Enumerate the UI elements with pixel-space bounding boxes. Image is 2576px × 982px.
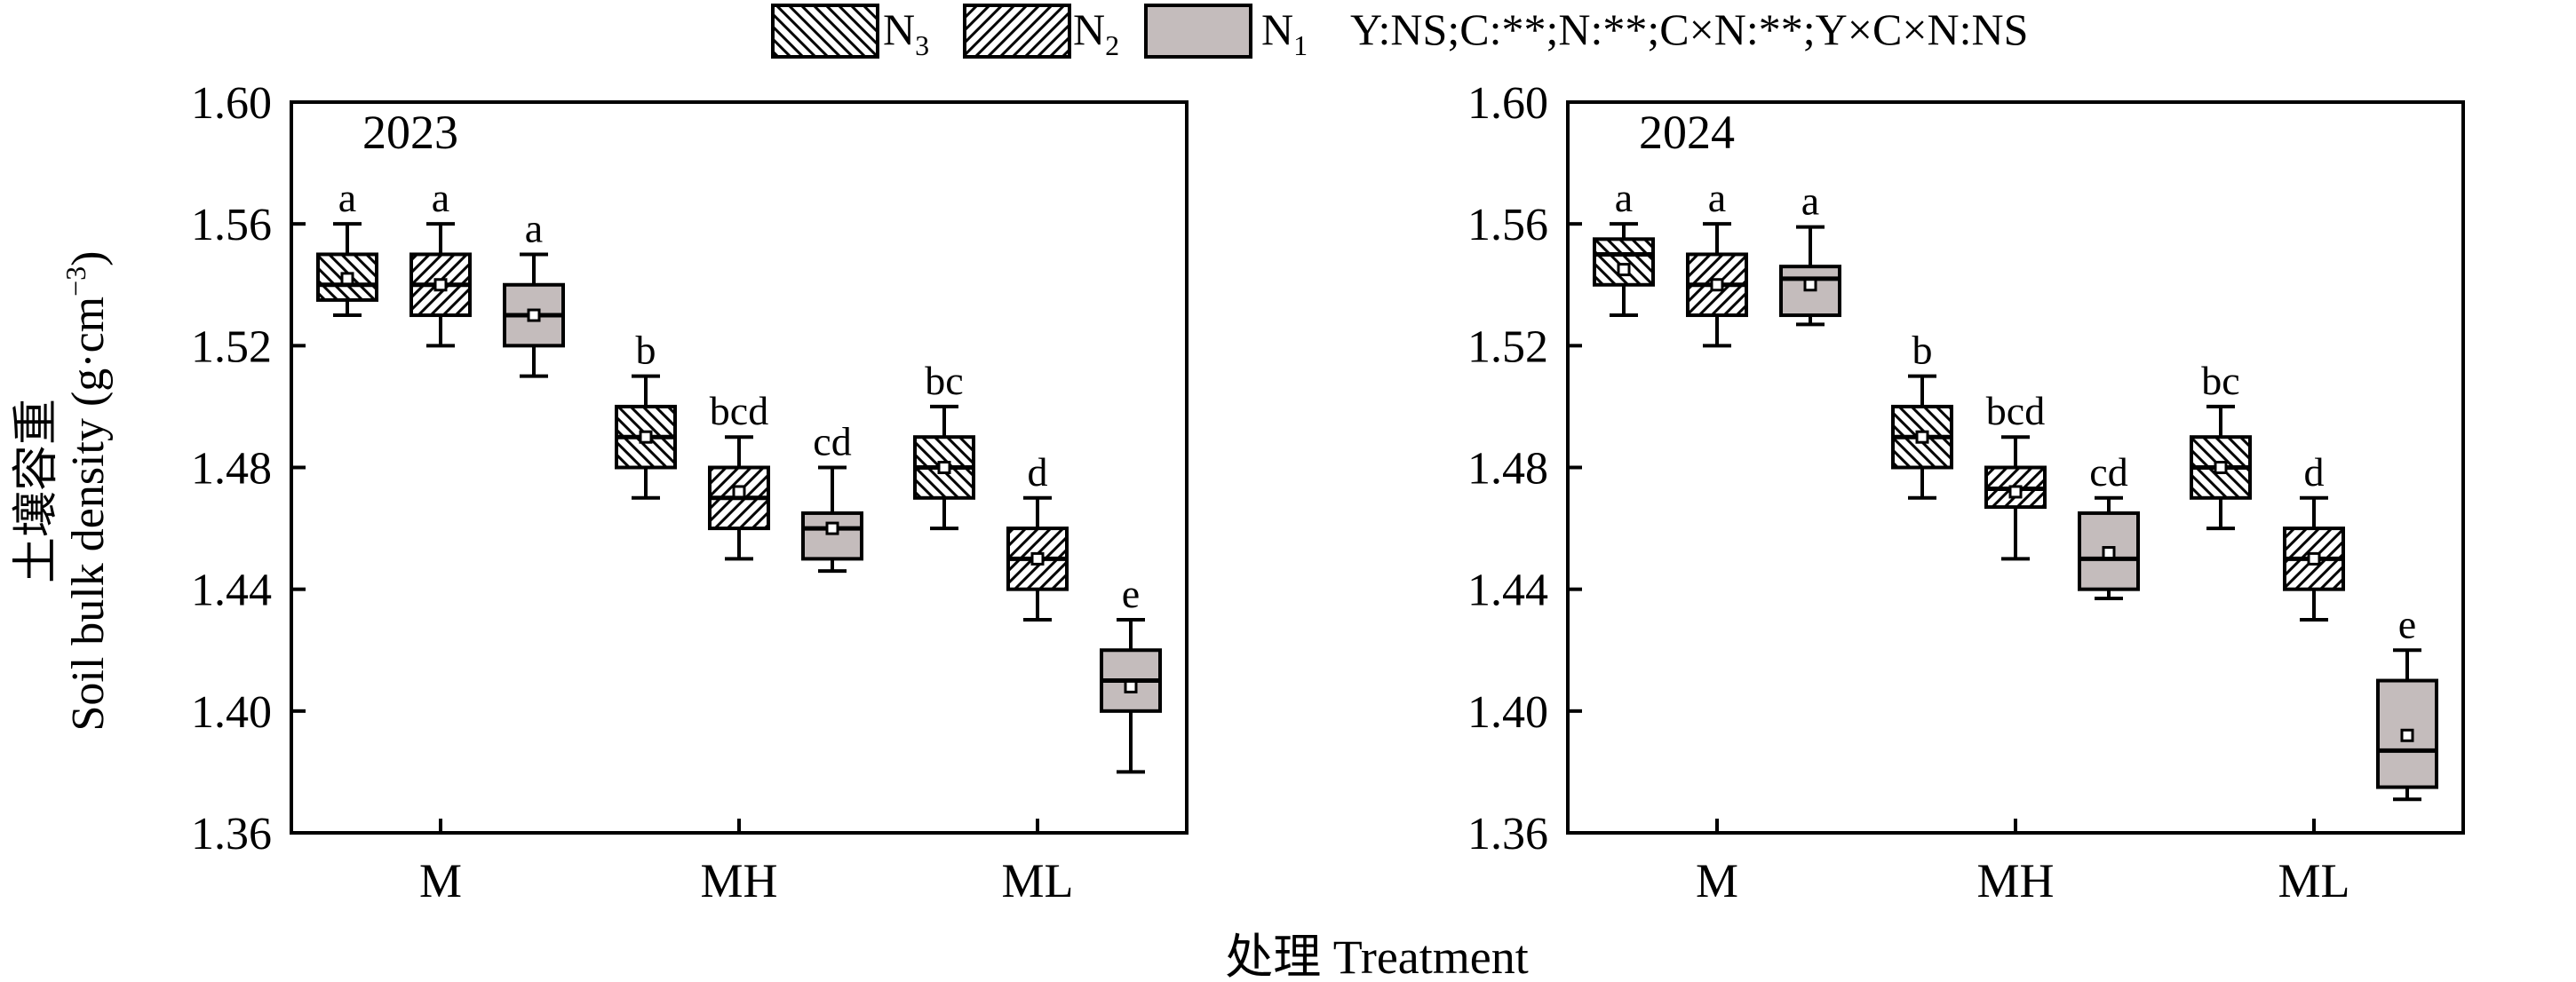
legend: N3 N2 N1 Y:NS;C:**;N:**;C×N:**;Y×C×N:NS — [771, 4, 2028, 61]
significance-label: a — [1801, 178, 1819, 224]
y-tick-label: 1.44 — [1467, 566, 1548, 616]
box-MH-N2: bcd — [1984, 388, 2047, 561]
significance-label: e — [2398, 601, 2416, 646]
legend-item-n2: N2 — [963, 4, 1119, 61]
box-M-N3: a — [1593, 175, 1655, 318]
x-tick-label: M — [419, 854, 462, 907]
mean-marker — [527, 308, 541, 322]
box-MH-N1: cd — [2078, 449, 2140, 600]
significance-label: e — [1122, 571, 1140, 616]
mean-marker — [1617, 263, 1631, 277]
mean-marker — [1915, 430, 1929, 444]
significance-label: bc — [2201, 358, 2239, 403]
mean-marker — [1124, 679, 1138, 693]
mean-marker — [1803, 278, 1817, 292]
y-tick-label: 1.36 — [1467, 809, 1548, 859]
significance-label: a — [1708, 175, 1726, 220]
box-ML-N2: d — [1006, 449, 1069, 622]
significance-label: cd — [2089, 449, 2127, 495]
legend-item-n3: N3 — [771, 4, 929, 61]
box-MH-N3: b — [615, 328, 677, 500]
y-tick-label: 1.44 — [191, 566, 272, 616]
significance-label: a — [525, 205, 543, 250]
box-M-N2: a — [409, 175, 472, 348]
mean-marker — [340, 272, 354, 286]
box-iqr — [1779, 265, 1841, 318]
box-ML-N2: d — [2283, 449, 2345, 622]
x-tick-label: ML — [1002, 854, 1074, 907]
box-MH-N1: cd — [801, 419, 863, 574]
mean-marker — [1710, 278, 1724, 292]
mean-marker — [732, 485, 746, 499]
legend-label-n2: N2 — [1073, 4, 1119, 61]
x-tick-label: ML — [2278, 854, 2350, 907]
panel-2024: 1.36 1.40 1.44 1.48 1.52 1.56 1.60 2024 M MH ML a a a… — [1467, 78, 2465, 907]
mean-marker — [2307, 551, 2321, 566]
box-MH-N3: b — [1891, 328, 1953, 500]
y-tick-label: 1.52 — [1467, 321, 1548, 372]
legend-item-n1: N1 — [1144, 4, 1308, 61]
mean-marker — [2214, 461, 2228, 474]
x-tick-label: MH — [700, 854, 777, 907]
significance-label: d — [1028, 449, 1048, 495]
y-tick-label: 1.60 — [191, 78, 272, 129]
y-tick-label: 1.40 — [191, 687, 272, 738]
box-iqr — [1593, 237, 1655, 287]
box-ML-N3: bc — [913, 358, 975, 531]
anova-stats-text: Y:NS;C:**;N:**;C×N:**;Y×C×N:NS — [1350, 4, 2028, 54]
mean-marker — [825, 521, 839, 535]
box-iqr — [801, 511, 863, 561]
legend-label-n3: N3 — [883, 4, 929, 61]
mean-marker — [2008, 485, 2023, 499]
significance-label: b — [1912, 328, 1933, 373]
box-MH-N2: bcd — [708, 388, 770, 561]
mean-marker — [937, 461, 951, 474]
significance-label: a — [432, 175, 449, 220]
legend-swatch-n3 — [771, 4, 879, 59]
panel-2023: 1.36 1.40 1.44 1.48 1.52 1.56 1.60 2023 M MH ML a a a… — [191, 78, 1189, 907]
box-ML-N1: e — [2376, 601, 2438, 802]
box-M-N3: a — [316, 175, 378, 318]
legend-swatch-n1 — [1144, 4, 1252, 59]
y-tick-label: 1.52 — [191, 321, 272, 372]
y-axis-label-cn: 土壤容重 — [12, 399, 62, 583]
y-tick-label: 1.60 — [1467, 78, 1548, 129]
x-axis-label: 处理 Treatment — [1225, 931, 1528, 982]
y-axis-label-en: Soil bulk density (g·cm−3) — [60, 250, 114, 731]
significance-label: b — [636, 328, 656, 373]
significance-label: cd — [813, 419, 851, 464]
x-tick-label: M — [1696, 854, 1738, 907]
box-M-N1: a — [503, 205, 565, 378]
x-tick-label: MH — [1976, 854, 2054, 907]
significance-label: bcd — [710, 388, 768, 433]
box-ML-N1: e — [1100, 571, 1162, 774]
y-tick-label: 1.56 — [1467, 200, 1548, 250]
significance-label: d — [2304, 449, 2325, 495]
mean-marker — [433, 278, 448, 292]
legend-label-n1: N1 — [1261, 4, 1308, 61]
y-tick-label: 1.40 — [1467, 687, 1548, 738]
mean-marker — [639, 430, 653, 444]
y-tick-label: 1.36 — [191, 809, 272, 859]
significance-label: a — [1615, 175, 1633, 220]
box-ML-N3: bc — [2190, 358, 2252, 531]
legend-swatch-n2 — [963, 4, 1071, 59]
mean-marker — [2102, 546, 2116, 560]
panel-title: 2023 — [362, 106, 458, 159]
significance-label: bc — [925, 358, 963, 403]
mean-marker — [1030, 551, 1045, 566]
significance-label: bcd — [1986, 388, 2045, 433]
box-iqr — [2078, 511, 2140, 591]
panel-title: 2024 — [1639, 106, 1735, 159]
y-tick-label: 1.48 — [1467, 444, 1548, 495]
mean-marker — [2400, 728, 2414, 742]
y-tick-label: 1.48 — [191, 444, 272, 495]
y-tick-label: 1.56 — [191, 200, 272, 250]
box-M-N1: a — [1779, 178, 1841, 327]
significance-label: a — [338, 175, 356, 220]
box-M-N2: a — [1686, 175, 1748, 348]
